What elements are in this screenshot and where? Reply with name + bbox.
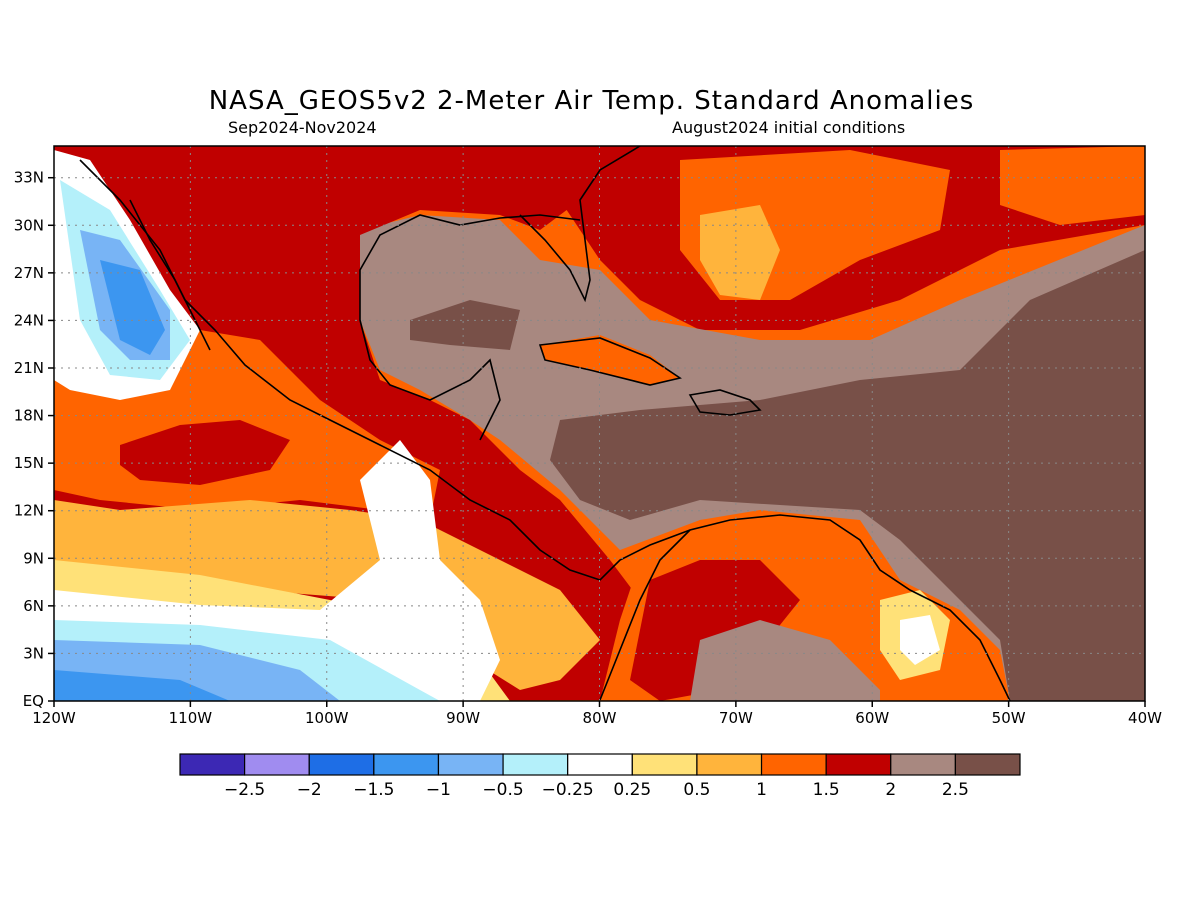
- x-tick-label: 70W: [719, 709, 753, 727]
- colorbar-label: −0.5: [482, 780, 523, 800]
- field-gulf-darkbrown: [410, 300, 520, 350]
- field-sa-darkred: [630, 560, 800, 701]
- colorbar-swatch: [179, 753, 246, 776]
- colorbar-label: 1.5: [813, 780, 840, 800]
- colorbar-swatch: [825, 753, 892, 776]
- coast-south-america: [599, 514, 1011, 701]
- colorbar-swatch: [890, 753, 956, 776]
- colorbar: −2.5 −2 −1.5 −1 −0.5 −0.25 0.25 0.5 1 1.5 2 2.5: [179, 753, 1021, 800]
- coastlines: [79, 146, 1011, 701]
- initial-conditions: August2024 initial conditions: [672, 118, 906, 137]
- y-axis: EQ 3N 6N 9N 12N 15N 18N 21N 24N 27N 30N 33N: [14, 169, 54, 710]
- colorbar-label: −1: [426, 780, 451, 800]
- y-tick-label: 21N: [14, 359, 44, 377]
- x-tick-label: 90W: [446, 709, 480, 727]
- x-axis: 120W 110W 100W 90W 80W 70W 60W 50W 40W: [32, 701, 1162, 727]
- y-tick-label: 33N: [14, 169, 44, 187]
- colorbar-swatch: [631, 753, 698, 776]
- colorbar-label: 0.5: [683, 780, 710, 800]
- forecast-period: Sep2024-Nov2024: [228, 118, 377, 137]
- graticule: [54, 146, 1145, 701]
- colorbar-label: 2.5: [942, 780, 969, 800]
- coast-hispaniola: [688, 389, 762, 416]
- colorbar-swatch: [502, 753, 569, 776]
- field-cuba: [540, 335, 680, 385]
- y-tick-label: 27N: [14, 264, 44, 282]
- field-baja-deepblue: [100, 260, 165, 355]
- coast-gulf: [359, 214, 581, 441]
- x-tick-label: 40W: [1128, 709, 1162, 727]
- x-tick-label: 100W: [305, 709, 349, 727]
- y-tick-label: EQ: [23, 692, 44, 710]
- y-tick-label: 30N: [14, 216, 44, 234]
- coast-florida: [519, 146, 641, 303]
- colorbar-label: −0.25: [542, 780, 594, 800]
- colorbar-label: −2.5: [224, 780, 265, 800]
- x-tick-label: 120W: [32, 709, 76, 727]
- y-tick-label: 15N: [14, 454, 44, 472]
- colorbar-swatch: [308, 753, 375, 776]
- coast-baja: [129, 199, 211, 351]
- field-ne-orange: [1000, 146, 1145, 225]
- colorbar-swatch: [696, 753, 763, 776]
- field-sa-brown: [690, 620, 880, 701]
- colorbar-label: −1.5: [353, 780, 394, 800]
- x-tick-label: 110W: [169, 709, 213, 727]
- colorbar-label: −2: [297, 780, 322, 800]
- field-sa-white: [900, 615, 940, 665]
- y-tick-label: 6N: [23, 597, 44, 615]
- y-tick-label: 24N: [14, 311, 44, 329]
- y-tick-label: 18N: [14, 407, 44, 425]
- colorbar-swatch: [373, 753, 440, 776]
- field-pacific-deepblue: [54, 670, 230, 701]
- x-tick-label: 50W: [992, 709, 1026, 727]
- colorbar-label: 1: [756, 780, 767, 800]
- field-caribbean-darkbrown: [550, 250, 1145, 701]
- colorbar-label: 0.25: [613, 780, 651, 800]
- coast-cuba: [538, 337, 682, 386]
- colorbar-swatch: [954, 753, 1021, 776]
- colorbar-swatch: [437, 753, 504, 776]
- x-tick-label: 80W: [583, 709, 617, 727]
- y-tick-label: 3N: [23, 644, 44, 662]
- map-title: NASA_GEOS5v2 2-Meter Air Temp. Standard …: [208, 86, 975, 116]
- field-atlantic-light: [700, 205, 780, 300]
- y-tick-label: 9N: [23, 549, 44, 567]
- colorbar-swatch: [760, 753, 827, 776]
- x-tick-label: 60W: [855, 709, 889, 727]
- colorbar-swatch: [244, 753, 310, 776]
- colorbar-swatch: [567, 753, 633, 776]
- colorbar-label: 2: [885, 780, 896, 800]
- y-tick-label: 12N: [14, 502, 44, 520]
- anomaly-field: [54, 146, 1145, 701]
- field-pacific-darkred: [120, 420, 290, 485]
